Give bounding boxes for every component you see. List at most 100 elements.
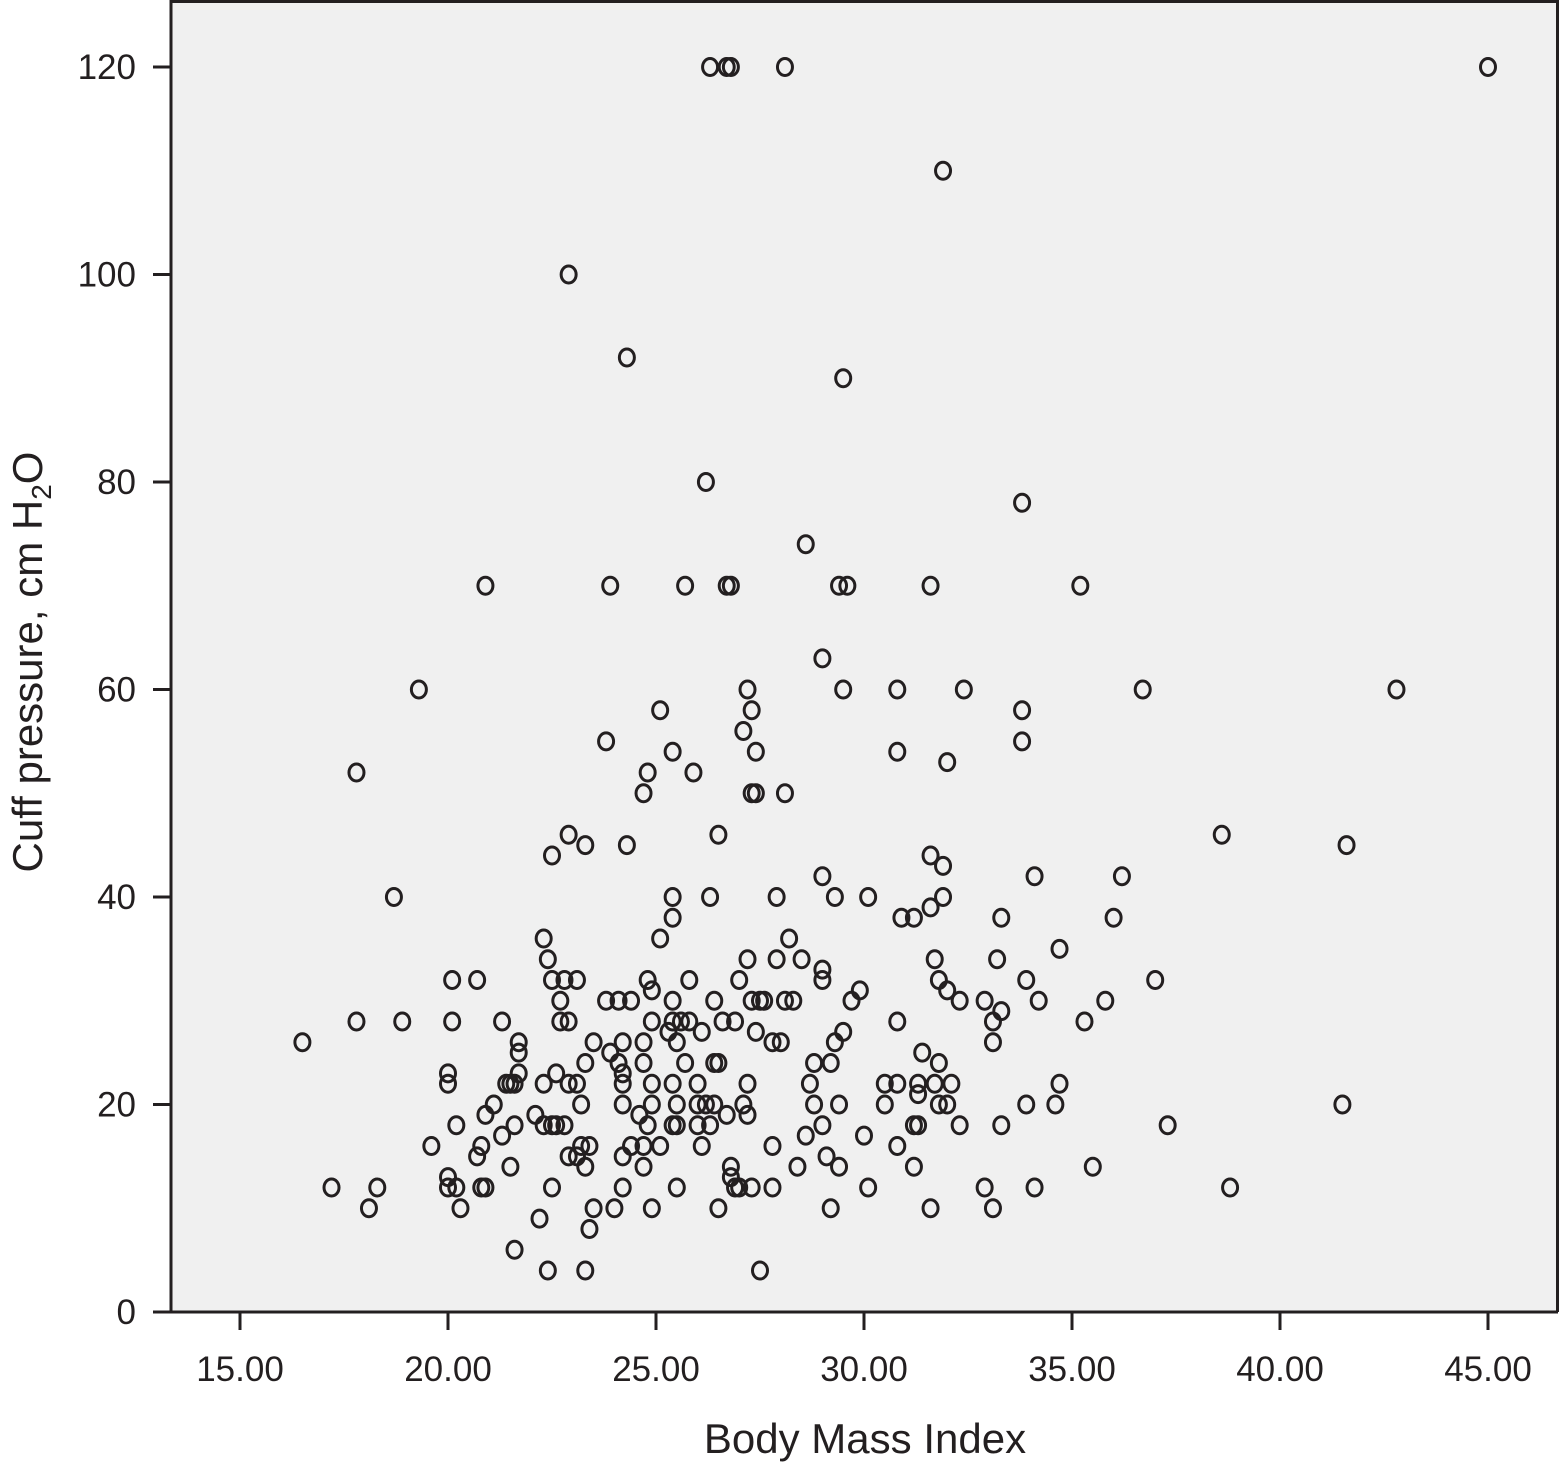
data-point xyxy=(1046,1094,1065,1115)
data-point xyxy=(505,1073,524,1094)
data-point xyxy=(651,1136,670,1156)
data-point xyxy=(451,1198,470,1219)
data-point xyxy=(825,1032,844,1053)
data-point xyxy=(443,1011,462,1032)
data-point xyxy=(834,368,853,389)
data-point xyxy=(771,1032,790,1053)
data-point xyxy=(559,1011,578,1032)
data-point xyxy=(597,731,616,752)
data-point xyxy=(617,347,636,368)
data-point xyxy=(875,1094,894,1115)
data-point xyxy=(701,887,720,907)
data-point xyxy=(347,762,366,783)
data-point xyxy=(821,1198,840,1219)
data-point xyxy=(738,1104,757,1125)
data-point xyxy=(713,1011,732,1032)
data-point xyxy=(663,1073,682,1094)
data-point xyxy=(721,57,740,77)
data-point xyxy=(834,679,853,700)
data-point xyxy=(1083,1156,1102,1177)
data-point xyxy=(651,928,670,949)
data-point xyxy=(613,1094,632,1115)
data-point xyxy=(921,897,940,918)
data-point xyxy=(921,845,940,866)
data-point xyxy=(830,575,849,596)
data-point xyxy=(763,1136,782,1156)
data-point xyxy=(443,970,462,990)
data-point xyxy=(567,1073,586,1094)
data-point xyxy=(705,1094,724,1115)
data-point xyxy=(555,970,574,990)
data-point xyxy=(547,1115,566,1136)
data-point xyxy=(667,1177,686,1198)
data-point xyxy=(634,1136,653,1156)
data-point xyxy=(734,1094,753,1115)
data-point xyxy=(559,1146,578,1167)
data-point xyxy=(609,990,628,1011)
data-point xyxy=(701,57,720,77)
data-point xyxy=(667,1094,686,1115)
data-point xyxy=(663,990,682,1011)
data-point xyxy=(888,679,907,700)
data-point xyxy=(742,990,761,1011)
data-point xyxy=(830,1094,849,1115)
data-point xyxy=(439,1063,457,1084)
y-axis-ticks: 0 20 40 60 80 100 120 xyxy=(78,48,171,1332)
data-point xyxy=(954,679,973,700)
data-points xyxy=(293,57,1497,1281)
data-point xyxy=(567,970,586,990)
data-point xyxy=(738,679,757,700)
data-point xyxy=(813,866,832,887)
data-point xyxy=(551,1011,570,1032)
data-point xyxy=(534,928,553,949)
data-point xyxy=(634,783,653,804)
data-point xyxy=(613,1073,632,1094)
data-point xyxy=(988,949,1007,970)
data-point xyxy=(468,1146,487,1167)
data-point xyxy=(1075,1011,1094,1032)
data-point xyxy=(800,1073,819,1094)
data-point xyxy=(721,1156,740,1177)
data-point xyxy=(347,1011,366,1032)
data-point xyxy=(788,1156,807,1177)
data-point xyxy=(813,1115,832,1136)
data-point xyxy=(938,1094,957,1115)
data-point xyxy=(709,824,728,845)
data-point xyxy=(509,1032,528,1053)
data-point xyxy=(934,160,953,181)
data-point xyxy=(559,824,578,845)
data-point xyxy=(580,1136,599,1156)
data-point xyxy=(909,1084,928,1105)
data-point xyxy=(805,1094,824,1115)
data-point xyxy=(447,1177,466,1198)
y-tick-label: 100 xyxy=(78,256,136,295)
y-tick-label: 0 xyxy=(117,1293,136,1332)
data-point xyxy=(705,990,724,1011)
data-point xyxy=(638,1115,657,1136)
data-point xyxy=(293,1032,312,1053)
data-point xyxy=(888,1136,907,1156)
data-point xyxy=(572,1094,591,1115)
data-point xyxy=(613,1177,632,1198)
data-point xyxy=(696,472,715,492)
data-point xyxy=(780,928,799,949)
data-point xyxy=(368,1177,387,1198)
data-point xyxy=(796,534,815,555)
data-point xyxy=(717,1104,736,1125)
data-point xyxy=(688,1115,707,1136)
data-point xyxy=(904,1156,923,1177)
data-point xyxy=(534,1073,553,1094)
data-point xyxy=(992,907,1011,928)
data-point xyxy=(509,1042,528,1063)
y-tick-label: 40 xyxy=(97,878,136,917)
data-point xyxy=(1013,700,1032,721)
data-point xyxy=(775,783,794,804)
data-point xyxy=(775,57,794,77)
data-point xyxy=(1337,835,1356,856)
data-point xyxy=(555,1115,574,1136)
data-point xyxy=(950,1115,969,1136)
data-point xyxy=(1104,907,1123,928)
data-point xyxy=(543,970,561,990)
data-point xyxy=(859,887,878,907)
